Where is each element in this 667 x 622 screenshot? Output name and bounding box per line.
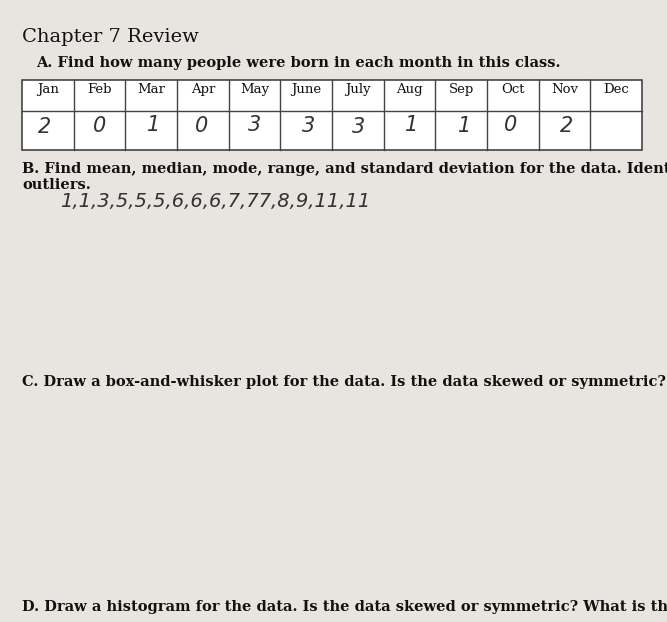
Bar <box>22 80 642 150</box>
Text: Aug: Aug <box>396 83 423 96</box>
Text: B. Find mean, median, mode, range, and standard deviation for the data. Identify: B. Find mean, median, mode, range, and s… <box>22 162 667 176</box>
Text: 1: 1 <box>405 115 418 135</box>
Text: 1,1,3,5,5,5,6,6,6,7,77,8,9,11,11: 1,1,3,5,5,5,6,6,6,7,77,8,9,11,11 <box>60 192 370 211</box>
Text: Dec: Dec <box>603 83 629 96</box>
Text: 3: 3 <box>248 115 261 135</box>
Text: A. Find how many people were born in each month in this class.: A. Find how many people were born in eac… <box>36 56 560 70</box>
Text: 3: 3 <box>352 117 366 137</box>
Text: 2: 2 <box>560 116 573 136</box>
Text: Nov: Nov <box>551 83 578 96</box>
Text: D. Draw a histogram for the data. Is the data skewed or symmetric? What is the: D. Draw a histogram for the data. Is the… <box>22 600 667 614</box>
Text: 0: 0 <box>195 116 209 136</box>
Text: Jan: Jan <box>37 83 59 96</box>
Bar <box>22 80 642 150</box>
Text: Chapter 7 Review: Chapter 7 Review <box>22 28 199 46</box>
Text: Apr: Apr <box>191 83 215 96</box>
Text: 1: 1 <box>147 115 160 135</box>
Text: 1: 1 <box>458 116 471 136</box>
Text: Oct: Oct <box>501 83 524 96</box>
Text: 3: 3 <box>301 116 315 136</box>
Text: Sep: Sep <box>448 83 474 96</box>
Text: July: July <box>345 83 371 96</box>
Text: 0: 0 <box>93 116 106 136</box>
Text: C. Draw a box-and-whisker plot for the data. Is the data skewed or symmetric?: C. Draw a box-and-whisker plot for the d… <box>22 375 666 389</box>
Text: 2: 2 <box>38 117 51 137</box>
Text: outliers.: outliers. <box>22 178 91 192</box>
Text: Mar: Mar <box>137 83 165 96</box>
Text: Feb: Feb <box>87 83 112 96</box>
Text: May: May <box>240 83 269 96</box>
Text: 0: 0 <box>504 115 518 135</box>
Text: June: June <box>291 83 321 96</box>
